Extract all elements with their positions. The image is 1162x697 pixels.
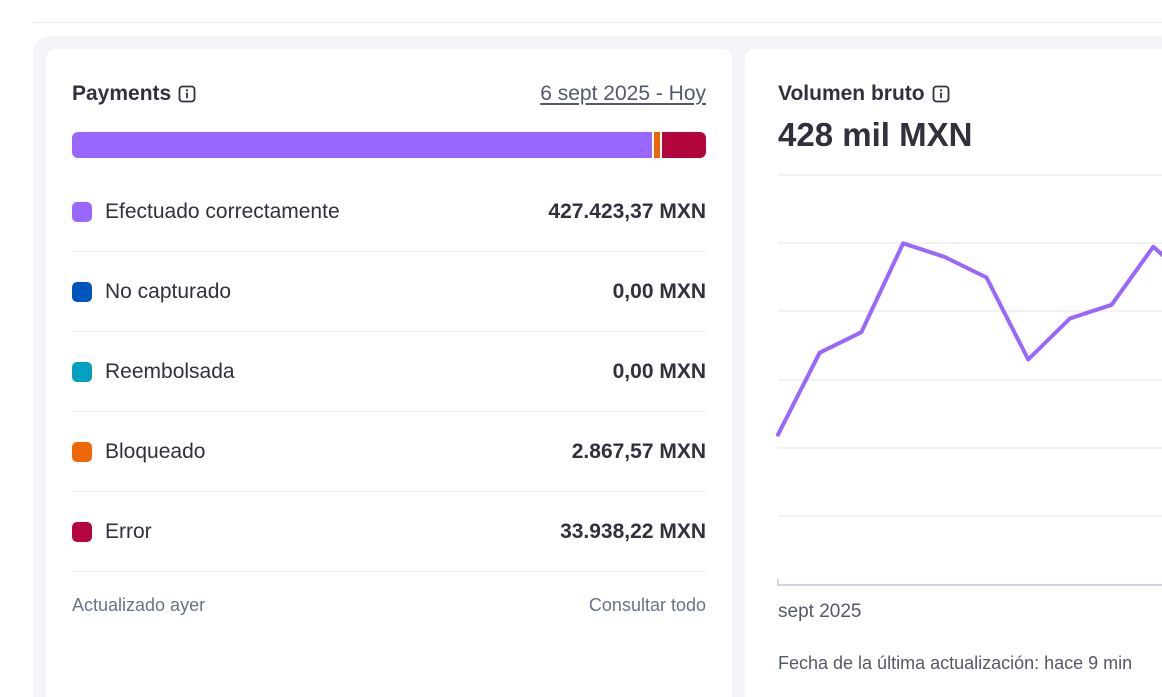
gross-volume-title-text: Volumen bruto [778, 82, 925, 105]
status-bar-segment [72, 132, 653, 158]
status-amount: 427.423,37 MXN [548, 199, 706, 223]
status-swatch-blocked [72, 441, 92, 462]
last-updated-note: Fecha de la última actualización: hace 9… [778, 653, 1133, 673]
info-icon[interactable] [178, 85, 196, 103]
date-range-link[interactable]: 6 sept 2025 - Hoy [540, 82, 706, 105]
status-bar-segment [654, 132, 661, 158]
status-amount: 0,00 MXN [612, 359, 706, 383]
top-divider [33, 22, 1162, 23]
status-row-blocked[interactable]: Bloqueado 2.867,57 MXN [72, 412, 706, 492]
status-row-failed[interactable]: Error 33.938,22 MXN [72, 492, 706, 572]
payments-card: Payments 6 sept 2025 - Hoy Efectuado cor… [46, 49, 732, 697]
gross-volume-total: 428 mil MXN [778, 116, 973, 153]
info-icon[interactable] [932, 85, 950, 103]
gross-volume-series-line [776, 241, 1162, 437]
status-label: Efectuado correctamente [105, 199, 340, 223]
status-swatch-uncaptured [72, 281, 92, 302]
status-swatch-failed [72, 521, 92, 542]
status-amount: 2.867,57 MXN [571, 439, 706, 463]
gross-volume-title: Volumen bruto [778, 82, 950, 106]
status-label: Error [105, 519, 152, 543]
x-axis-label: sept 2025 [778, 601, 862, 622]
status-label: Reembolsada [105, 359, 235, 383]
status-row-succeeded[interactable]: Efectuado correctamente 427.423,37 MXN [72, 172, 706, 252]
status-amount: 33.938,22 MXN [560, 519, 706, 543]
status-swatch-succeeded [72, 201, 92, 222]
view-all-link[interactable]: Consultar todo [588, 595, 706, 615]
status-row-refunded[interactable]: Reembolsada 0,00 MXN [72, 332, 706, 412]
status-row-uncaptured[interactable]: No capturado 0,00 MXN [72, 252, 706, 332]
payments-updated-text: Actualizado ayer [72, 595, 206, 615]
payments-status-list: Efectuado correctamente 427.423,37 MXN N… [72, 172, 706, 572]
payments-title: Payments [72, 82, 196, 106]
status-bar-segment [662, 132, 706, 158]
status-label: No capturado [105, 279, 232, 303]
chart-x-axis [777, 579, 1162, 586]
payments-status-bar [72, 132, 706, 158]
status-amount: 0,00 MXN [612, 279, 706, 303]
status-swatch-refunded [72, 361, 92, 382]
gross-volume-line-chart [776, 174, 1162, 586]
status-label: Bloqueado [105, 439, 206, 463]
gross-volume-card: Volumen bruto 428 mil MXN sept 2025 Fech… [745, 49, 1162, 697]
payments-title-text: Payments [72, 82, 172, 105]
